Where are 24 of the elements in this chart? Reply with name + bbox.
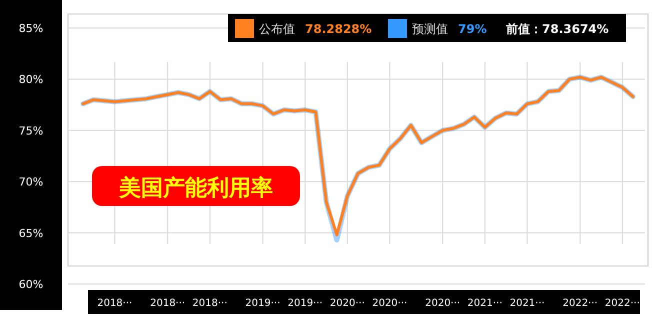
x-tick-label: 2018··· [150,298,186,309]
text: 美国产能利用率 [118,175,273,201]
y-tick-label: 60% [18,278,44,291]
legend-label: 预测值 [412,22,448,36]
x-tick-label: 2022··· [604,298,640,309]
x-tick-label: 2022··· [562,298,598,309]
y-tick-label: 85% [18,22,44,35]
annotation: 前值：78.3674% [505,22,609,36]
x-tick-label: 2021··· [510,298,545,309]
y-tick-label: 70% [18,176,44,189]
x-tick-label: 2020··· [372,298,408,309]
x-tick-label: 2018··· [192,298,228,309]
y-tick-label: 65% [18,226,44,240]
legend-label: 公布值 [259,22,295,36]
x-tick-label: 2019··· [245,298,280,309]
x-tick-label: 2020··· [425,298,460,309]
x-tick-label: 2019··· [288,298,323,309]
y-tick-label: 75% [18,124,44,138]
annotation: 79% [458,22,487,36]
x-tick-label: 2018··· [97,298,132,309]
x-tick-label: 2021··· [467,298,502,309]
annotation: 78.2828% [305,22,372,36]
y-tick-label: 80% [18,73,44,86]
x-tick-label: 2020··· [330,298,365,309]
